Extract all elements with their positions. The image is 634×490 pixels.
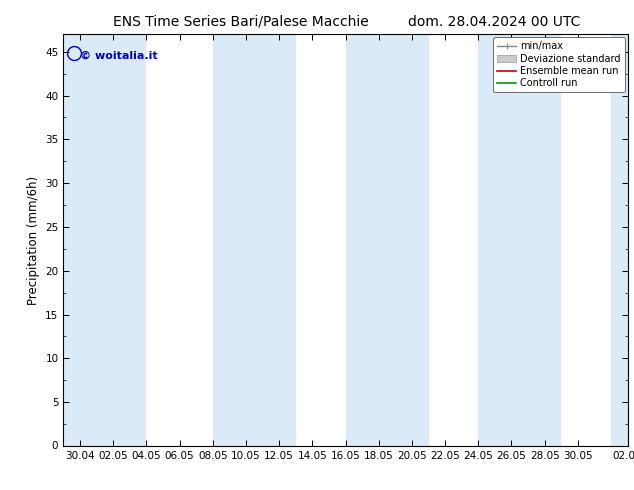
Bar: [63, 34, 146, 446]
Bar: [213, 34, 295, 446]
Legend: min/max, Deviazione standard, Ensemble mean run, Controll run: min/max, Deviazione standard, Ensemble m…: [493, 37, 624, 92]
Bar: [346, 34, 429, 446]
Y-axis label: Precipitation (mm/6h): Precipitation (mm/6h): [27, 175, 40, 305]
Bar: [478, 34, 561, 446]
Text: dom. 28.04.2024 00 UTC: dom. 28.04.2024 00 UTC: [408, 15, 581, 29]
Text: 0: 0: [51, 441, 58, 451]
Text: ENS Time Series Bari/Palese Macchie: ENS Time Series Bari/Palese Macchie: [113, 15, 369, 29]
Text: © woitalia.it: © woitalia.it: [81, 51, 158, 61]
Bar: [611, 34, 628, 446]
